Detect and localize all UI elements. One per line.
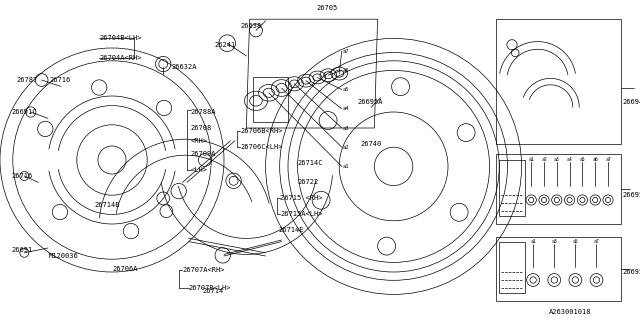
Text: M120036: M120036	[49, 253, 78, 259]
Text: a1: a1	[531, 239, 536, 244]
Text: a6: a6	[342, 68, 349, 73]
Text: 26715A<LH>: 26715A<LH>	[280, 212, 323, 217]
Text: 26704A<RH>: 26704A<RH>	[99, 55, 141, 60]
Text: a7: a7	[342, 49, 349, 54]
Text: a5: a5	[580, 156, 585, 162]
Text: 26740: 26740	[360, 141, 381, 147]
Text: 26714C: 26714C	[298, 160, 323, 166]
Text: a1: a1	[342, 164, 349, 169]
Text: 26707B<LH>: 26707B<LH>	[189, 285, 231, 291]
Bar	[496, 154, 621, 224]
Text: 26695A: 26695A	[623, 192, 640, 198]
Text: a3: a3	[552, 239, 557, 244]
Text: 26706C<LH>: 26706C<LH>	[240, 144, 282, 150]
Text: 26707A<RH>: 26707A<RH>	[182, 268, 225, 273]
Text: 26714E: 26714E	[278, 228, 304, 233]
Text: 26705: 26705	[317, 5, 338, 11]
Bar	[499, 242, 525, 293]
Text: 26706B<RH>: 26706B<RH>	[240, 128, 282, 134]
Text: 26638: 26638	[240, 23, 261, 28]
Text: 26709A: 26709A	[191, 151, 216, 156]
Text: a7: a7	[594, 239, 599, 244]
Bar	[499, 160, 525, 216]
Text: 26695A: 26695A	[357, 100, 383, 105]
Text: 26708: 26708	[191, 125, 212, 131]
Text: a4: a4	[342, 106, 349, 111]
Text: a3: a3	[342, 125, 349, 131]
Text: 26714: 26714	[202, 288, 223, 294]
Text: 26691: 26691	[12, 247, 33, 252]
Text: 26695B: 26695B	[623, 269, 640, 275]
Bar	[496, 237, 621, 301]
Text: <RH>: <RH>	[191, 138, 208, 144]
Text: a4: a4	[567, 156, 572, 162]
Text: a1: a1	[529, 156, 534, 162]
Text: a5: a5	[573, 239, 578, 244]
Text: 26706A: 26706A	[112, 266, 138, 272]
Bar	[496, 19, 621, 144]
Text: 26715 <RH>: 26715 <RH>	[280, 196, 323, 201]
Text: 26691C: 26691C	[12, 109, 37, 115]
Text: 26241: 26241	[214, 42, 236, 48]
Text: 26788A: 26788A	[191, 109, 216, 115]
Text: <LH>: <LH>	[191, 167, 208, 172]
Text: 26714B: 26714B	[95, 202, 120, 208]
Text: 26716: 26716	[12, 173, 33, 179]
Text: 26632A: 26632A	[172, 64, 197, 70]
Text: a6: a6	[593, 156, 598, 162]
Text: 26787: 26787	[16, 77, 37, 83]
Text: a2: a2	[541, 156, 547, 162]
Text: 26704B<LH>: 26704B<LH>	[99, 36, 141, 41]
Text: a3: a3	[554, 156, 559, 162]
Bar	[253, 77, 288, 122]
Text: 26694: 26694	[623, 100, 640, 105]
Text: A263001018: A263001018	[549, 309, 591, 315]
Text: a7: a7	[605, 156, 611, 162]
Text: a2: a2	[342, 145, 349, 150]
Text: 26722: 26722	[298, 180, 319, 185]
Text: 26716: 26716	[50, 77, 71, 83]
Text: a5: a5	[342, 87, 349, 92]
